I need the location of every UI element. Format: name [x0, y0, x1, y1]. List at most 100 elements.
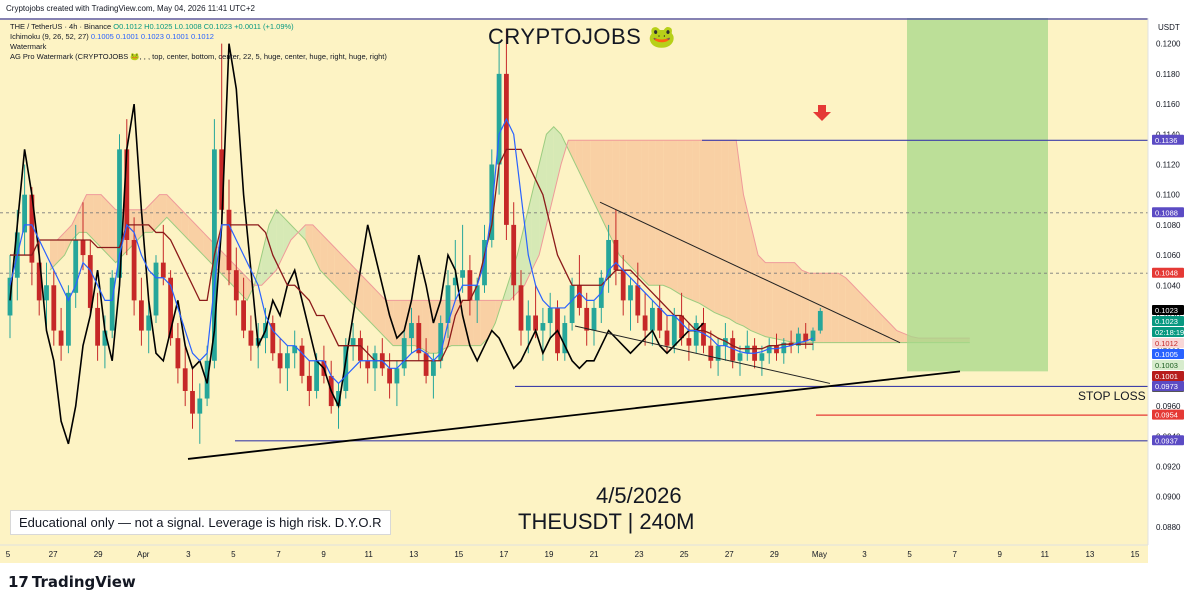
cloud-segment [86, 194, 94, 240]
indicator-legend: THE / TetherUS · 4h · Binance O0.1012 H0… [10, 22, 387, 62]
candle-body [518, 285, 524, 331]
candle-body [774, 345, 779, 354]
price-tick-label: 0.1080 [1156, 221, 1181, 230]
candle-body [657, 307, 663, 331]
candle-body [693, 323, 699, 346]
horizontal-levels [0, 18, 1148, 442]
cloud-segment [50, 239, 58, 271]
candle-body [817, 310, 823, 331]
ichimoku-cloud [49, 126, 970, 354]
time-tick-label: 7 [276, 550, 281, 559]
cloud-segment [896, 330, 905, 343]
price-label-text: 02:18:19 [1155, 328, 1184, 337]
price-label-box [1152, 304, 1184, 315]
candle-body [613, 239, 619, 271]
cloud-segment [93, 194, 102, 248]
cloud-segment [670, 140, 678, 293]
cloud-segment [707, 140, 715, 313]
candle-body [409, 323, 414, 339]
candle-body [131, 239, 137, 301]
candle-body [270, 323, 276, 354]
time-tick-label: 13 [409, 550, 418, 559]
cloud-segment [488, 300, 496, 339]
candle-body [431, 360, 436, 376]
price-label-text: 0.1001 [1155, 372, 1178, 381]
candle-body [759, 353, 765, 361]
time-tick-label: 11 [364, 550, 373, 559]
tradingview-logo[interactable]: 17 TradingView [8, 573, 136, 591]
cloud-segment [685, 140, 693, 301]
time-tick-label: 3 [862, 550, 867, 559]
candle-body [175, 338, 181, 369]
candle-body [29, 194, 35, 263]
candle-body [810, 330, 816, 342]
cloud-segment [860, 292, 868, 343]
candle-body [715, 345, 721, 361]
candle-body [606, 239, 611, 278]
cloud-segment [736, 140, 744, 327]
cloud-segment [349, 262, 357, 308]
time-tick-label: 7 [952, 550, 957, 559]
candle-body [153, 262, 159, 316]
target-zone-rect [907, 18, 1048, 372]
price-axis-background [1148, 18, 1200, 563]
time-axis[interactable]: 5 27 29 Apr 3 5 7 9 11 13 15 17 19 21 23 25 27 29 May 3 5 7 9 1… [0, 544, 1148, 559]
price-label-text: 0.1005 [1155, 350, 1178, 359]
time-tick-label: 19 [545, 550, 554, 559]
candle-body [350, 338, 356, 346]
candle-body [533, 315, 538, 331]
candle-body [445, 285, 451, 324]
candle-body [511, 224, 517, 286]
candle-body [36, 262, 42, 301]
cloud-segment [305, 224, 313, 256]
candle-body [569, 285, 575, 324]
cloud-segment [648, 140, 656, 286]
time-tick-label: Apr [137, 550, 150, 559]
candle-body [452, 277, 458, 286]
candle-body [730, 338, 736, 361]
time-tick-label: 11 [1041, 550, 1050, 559]
attribution-bar: Cryptojobs created with TradingView.com,… [0, 0, 1200, 18]
cloud-segment [582, 140, 591, 195]
candle-body [109, 277, 115, 331]
cloud-segment [758, 255, 766, 337]
candle-body [241, 300, 246, 331]
price-label-box [1152, 348, 1184, 359]
down-arrow-icon [813, 105, 831, 121]
candle-body [416, 323, 422, 354]
candle-body [365, 360, 371, 369]
candle-body [80, 239, 86, 256]
time-tick-label: 27 [725, 550, 734, 559]
candle-body [168, 277, 173, 339]
legend-ichimoku-values: 0.1005 0.1001 0.1023 0.1001 0.1012 [90, 32, 214, 41]
price-label-text: 0.0954 [1155, 411, 1178, 420]
cloud-segment [677, 140, 686, 298]
cloud-segment [882, 315, 890, 343]
candle-body [679, 315, 684, 339]
price-axis[interactable]: USDT 0.1200 0.1180 0.1160 0.1140 0.1120 0.1100… [1152, 23, 1184, 532]
legend-ag-watermark: AG Pro Watermark (CRYPTOJOBS 🐸, , , top,… [10, 52, 387, 61]
cloud-segment [290, 224, 299, 240]
tradingview-brand: TradingView [31, 573, 136, 591]
time-tick-label: 29 [770, 550, 779, 559]
cloud-segment [174, 202, 182, 233]
legend-ohlc: O0.1012 H0.1025 L0.1008 C0.1023 +0.0011 … [113, 22, 294, 31]
candle-body [233, 270, 239, 301]
cloud-segment [568, 140, 576, 165]
candle-body [95, 307, 100, 346]
series-kijun [10, 148, 813, 362]
cloud-segment [298, 224, 306, 240]
candle-body [591, 307, 597, 331]
trendline-descending-upper [599, 201, 901, 344]
price-label-text: 0.1003 [1155, 361, 1178, 370]
chart-area[interactable]: USDT 0.1200 0.1180 0.1160 0.1140 0.1120 0.1100… [0, 18, 1200, 563]
cloud-segment [590, 140, 598, 210]
cloud-segment [714, 140, 722, 316]
stop-loss-label: STOP LOSS [1078, 389, 1146, 403]
price-chart[interactable]: USDT 0.1200 0.1180 0.1160 0.1140 0.1120 0.1100… [0, 18, 1200, 563]
candle-body [540, 323, 546, 331]
cloud-segment [809, 273, 817, 343]
price-tick-label: 0.1140 [1156, 130, 1180, 139]
candle-body [387, 368, 392, 384]
time-tick-label: 13 [1085, 550, 1094, 559]
